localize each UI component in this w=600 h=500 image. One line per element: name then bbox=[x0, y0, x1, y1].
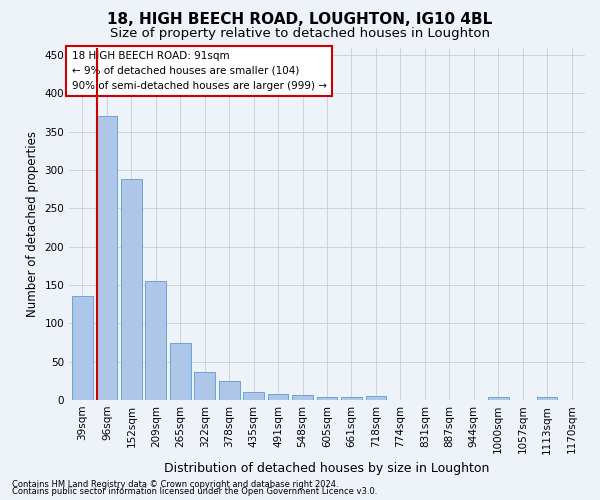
Bar bbox=[145, 281, 166, 400]
Bar bbox=[170, 344, 191, 400]
Text: Contains public sector information licensed under the Open Government Licence v3: Contains public sector information licen… bbox=[12, 487, 377, 496]
Bar bbox=[268, 394, 289, 400]
Bar bbox=[97, 116, 117, 400]
Y-axis label: Number of detached properties: Number of detached properties bbox=[26, 130, 39, 317]
X-axis label: Distribution of detached houses by size in Loughton: Distribution of detached houses by size … bbox=[164, 462, 490, 475]
Text: 18, HIGH BEECH ROAD, LOUGHTON, IG10 4BL: 18, HIGH BEECH ROAD, LOUGHTON, IG10 4BL bbox=[107, 12, 493, 28]
Bar bbox=[243, 392, 264, 400]
Bar bbox=[317, 397, 337, 400]
Text: Size of property relative to detached houses in Loughton: Size of property relative to detached ho… bbox=[110, 28, 490, 40]
Bar bbox=[341, 397, 362, 400]
Bar bbox=[488, 397, 509, 400]
Bar bbox=[121, 180, 142, 400]
Bar bbox=[72, 296, 93, 400]
Bar bbox=[537, 397, 557, 400]
Text: 18 HIGH BEECH ROAD: 91sqm
← 9% of detached houses are smaller (104)
90% of semi-: 18 HIGH BEECH ROAD: 91sqm ← 9% of detach… bbox=[71, 51, 326, 90]
Bar bbox=[194, 372, 215, 400]
Bar bbox=[365, 396, 386, 400]
Bar bbox=[292, 396, 313, 400]
Bar bbox=[219, 381, 239, 400]
Text: Contains HM Land Registry data © Crown copyright and database right 2024.: Contains HM Land Registry data © Crown c… bbox=[12, 480, 338, 489]
